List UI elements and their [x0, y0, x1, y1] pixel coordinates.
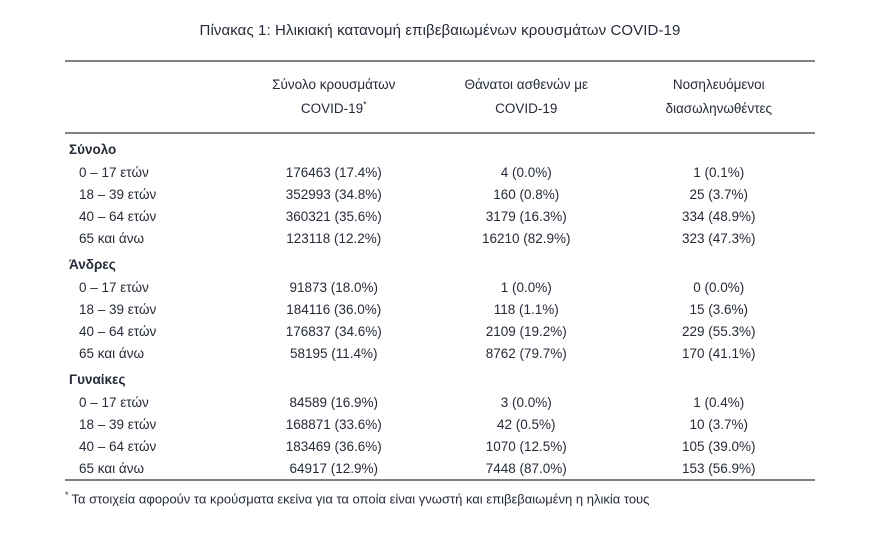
header-total-cases-line1: Σύνολο κρουσμάτων — [272, 77, 396, 92]
header-total-cases: Σύνολο κρουσμάτων COVID-19* — [237, 61, 431, 135]
value-cell: 3179 (16.3%) — [485, 208, 567, 224]
table-row: 18 – 39 ετών 184116 (36.0%) 118 (1.1%) 15 (… — [65, 298, 815, 320]
value-cell: 25 (3.7%) — [689, 186, 749, 202]
header-total-cases-line2: COVID-19 — [300, 100, 364, 116]
age-label: 18 – 39 ετών — [79, 301, 157, 317]
table-row: 65 και άνω 123118 (12.2%) 16210 (82.9%) 323… — [65, 227, 815, 249]
table-row: 18 – 39 ετών 168871 (33.6%) 42 (0.5%) 10 (3… — [65, 413, 815, 435]
table-row: 0 – 17 ετών 84589 (16.9%) 3 (0.0%) 1 (0.4%) — [65, 391, 815, 413]
value-cell: 91873 (18.0%) — [289, 279, 379, 295]
section-label: Γυναίκες — [69, 372, 126, 388]
header-intubated: Νοσηλευόμενοι διασωληνωθέντες — [622, 61, 815, 135]
footnote-marker: * — [65, 490, 69, 501]
age-label: 18 – 39 ετών — [79, 186, 157, 202]
table-row: 40 – 64 ετών 183469 (36.6%) 1070 (12.5%) 10… — [65, 435, 815, 457]
value-cell: 4 (0.0%) — [500, 164, 552, 180]
header-intubated-line2: διασωληνωθέντες — [665, 100, 773, 116]
footnote: * Τα στοιχεία αφορούν τα κρούσματα εκείνα… — [65, 490, 815, 506]
header-deaths-line2: COVID-19 — [495, 100, 558, 116]
value-cell: 176837 (34.6%) — [285, 323, 382, 339]
table-body: Σύνολο 0 – 17 ετών 176463 (17.4%) 4 (0.0%) 1… — [65, 133, 815, 480]
value-cell: 229 (55.3%) — [681, 323, 756, 339]
section-row: Σύνολο — [65, 133, 815, 161]
value-cell: 64917 (12.9%) — [289, 460, 379, 476]
value-cell: 15 (3.6%) — [689, 301, 749, 317]
footnote-text: Τα στοιχεία αφορούν τα κρούσματα εκείνα … — [71, 491, 650, 507]
header-row: Σύνολο κρουσμάτων COVID-19* Θάνατοι ασθε… — [65, 61, 815, 135]
age-label: 65 και άνω — [79, 460, 145, 476]
table-row: 65 και άνω 58195 (11.4%) 8762 (79.7%) 170 (… — [65, 342, 815, 364]
section-row: Άνδρες — [65, 249, 815, 276]
age-label: 40 – 64 ετών — [79, 438, 157, 454]
table-row: 0 – 17 ετών 91873 (18.0%) 1 (0.0%) 0 (0.0%) — [65, 276, 815, 298]
age-label: 65 και άνω — [79, 345, 145, 361]
value-cell: 0 (0.0%) — [693, 279, 745, 295]
value-cell: 176463 (17.4%) — [285, 164, 382, 180]
table-header: Σύνολο κρουσμάτων COVID-19* Θάνατοι ασθε… — [65, 61, 815, 135]
value-cell: 168871 (33.6%) — [285, 416, 382, 432]
table-row: 40 – 64 ετών 360321 (35.6%) 3179 (16.3%) 33… — [65, 205, 815, 227]
header-intubated-line1: Νοσηλευόμενοι — [672, 77, 765, 92]
table-row: 18 – 39 ετών 352993 (34.8%) 160 (0.8%) 25 (… — [65, 183, 815, 205]
value-cell: 153 (56.9%) — [681, 460, 756, 476]
value-cell: 1070 (12.5%) — [485, 438, 567, 454]
age-label: 18 – 39 ετών — [79, 416, 157, 432]
value-cell: 2109 (19.2%) — [485, 323, 567, 339]
age-label: 40 – 64 ετών — [79, 323, 157, 339]
value-cell: 1 (0.0%) — [500, 279, 552, 295]
table-row: 0 – 17 ετών 176463 (17.4%) 4 (0.0%) 1 (0.1%… — [65, 161, 815, 183]
value-cell: 352993 (34.8%) — [285, 186, 382, 202]
header-asterisk: * — [363, 99, 367, 110]
value-cell: 123118 (12.2%) — [286, 230, 382, 246]
header-deaths: Θάνατοι ασθενών με COVID-19 — [430, 61, 623, 135]
value-cell: 360321 (35.6%) — [285, 208, 382, 224]
value-cell: 58195 (11.4%) — [289, 345, 378, 361]
header-deaths-line1: Θάνατοι ασθενών με — [464, 77, 589, 92]
section-row: Γυναίκες — [65, 364, 815, 391]
age-label: 65 και άνω — [79, 230, 145, 246]
age-label: 0 – 17 ετών — [79, 394, 149, 410]
value-cell: 183469 (36.6%) — [285, 438, 382, 454]
value-cell: 118 (1.1%) — [493, 301, 559, 317]
value-cell: 8762 (79.7%) — [485, 345, 567, 361]
value-cell: 7448 (87.0%) — [485, 460, 567, 476]
section-label: Άνδρες — [69, 257, 116, 273]
age-label: 0 – 17 ετών — [79, 279, 149, 295]
age-label: 40 – 64 ετών — [79, 208, 157, 224]
table-title: Πίνακας 1: Ηλικιακή κατανομή επιβεβαιωμέ… — [199, 22, 681, 39]
value-cell: 334 (48.9%) — [681, 208, 756, 224]
header-empty-cell — [65, 61, 238, 135]
value-cell: 1 (0.1%) — [693, 164, 745, 180]
value-cell: 184116 (36.0%) — [286, 301, 382, 317]
value-cell: 170 (41.1%) — [681, 345, 756, 361]
section-label: Σύνολο — [69, 142, 117, 158]
value-cell: 3 (0.0%) — [500, 394, 552, 410]
value-cell: 105 (39.0%) — [681, 438, 756, 454]
value-cell: 160 (0.8%) — [493, 186, 560, 202]
age-label: 0 – 17 ετών — [79, 164, 149, 180]
table-row: 40 – 64 ετών 176837 (34.6%) 2109 (19.2%) 22… — [65, 320, 815, 342]
table-row: 65 και άνω 64917 (12.9%) 7448 (87.0%) 153 (… — [65, 457, 815, 480]
value-cell: 10 (3.7%) — [689, 416, 749, 432]
value-cell: 42 (0.5%) — [496, 416, 556, 432]
value-cell: 1 (0.4%) — [693, 394, 745, 410]
covid-age-table: Σύνολο κρουσμάτων COVID-19* Θάνατοι ασθε… — [65, 60, 815, 482]
value-cell: 323 (47.3%) — [681, 230, 756, 246]
value-cell: 16210 (82.9%) — [481, 230, 571, 246]
value-cell: 84589 (16.9%) — [289, 394, 379, 410]
